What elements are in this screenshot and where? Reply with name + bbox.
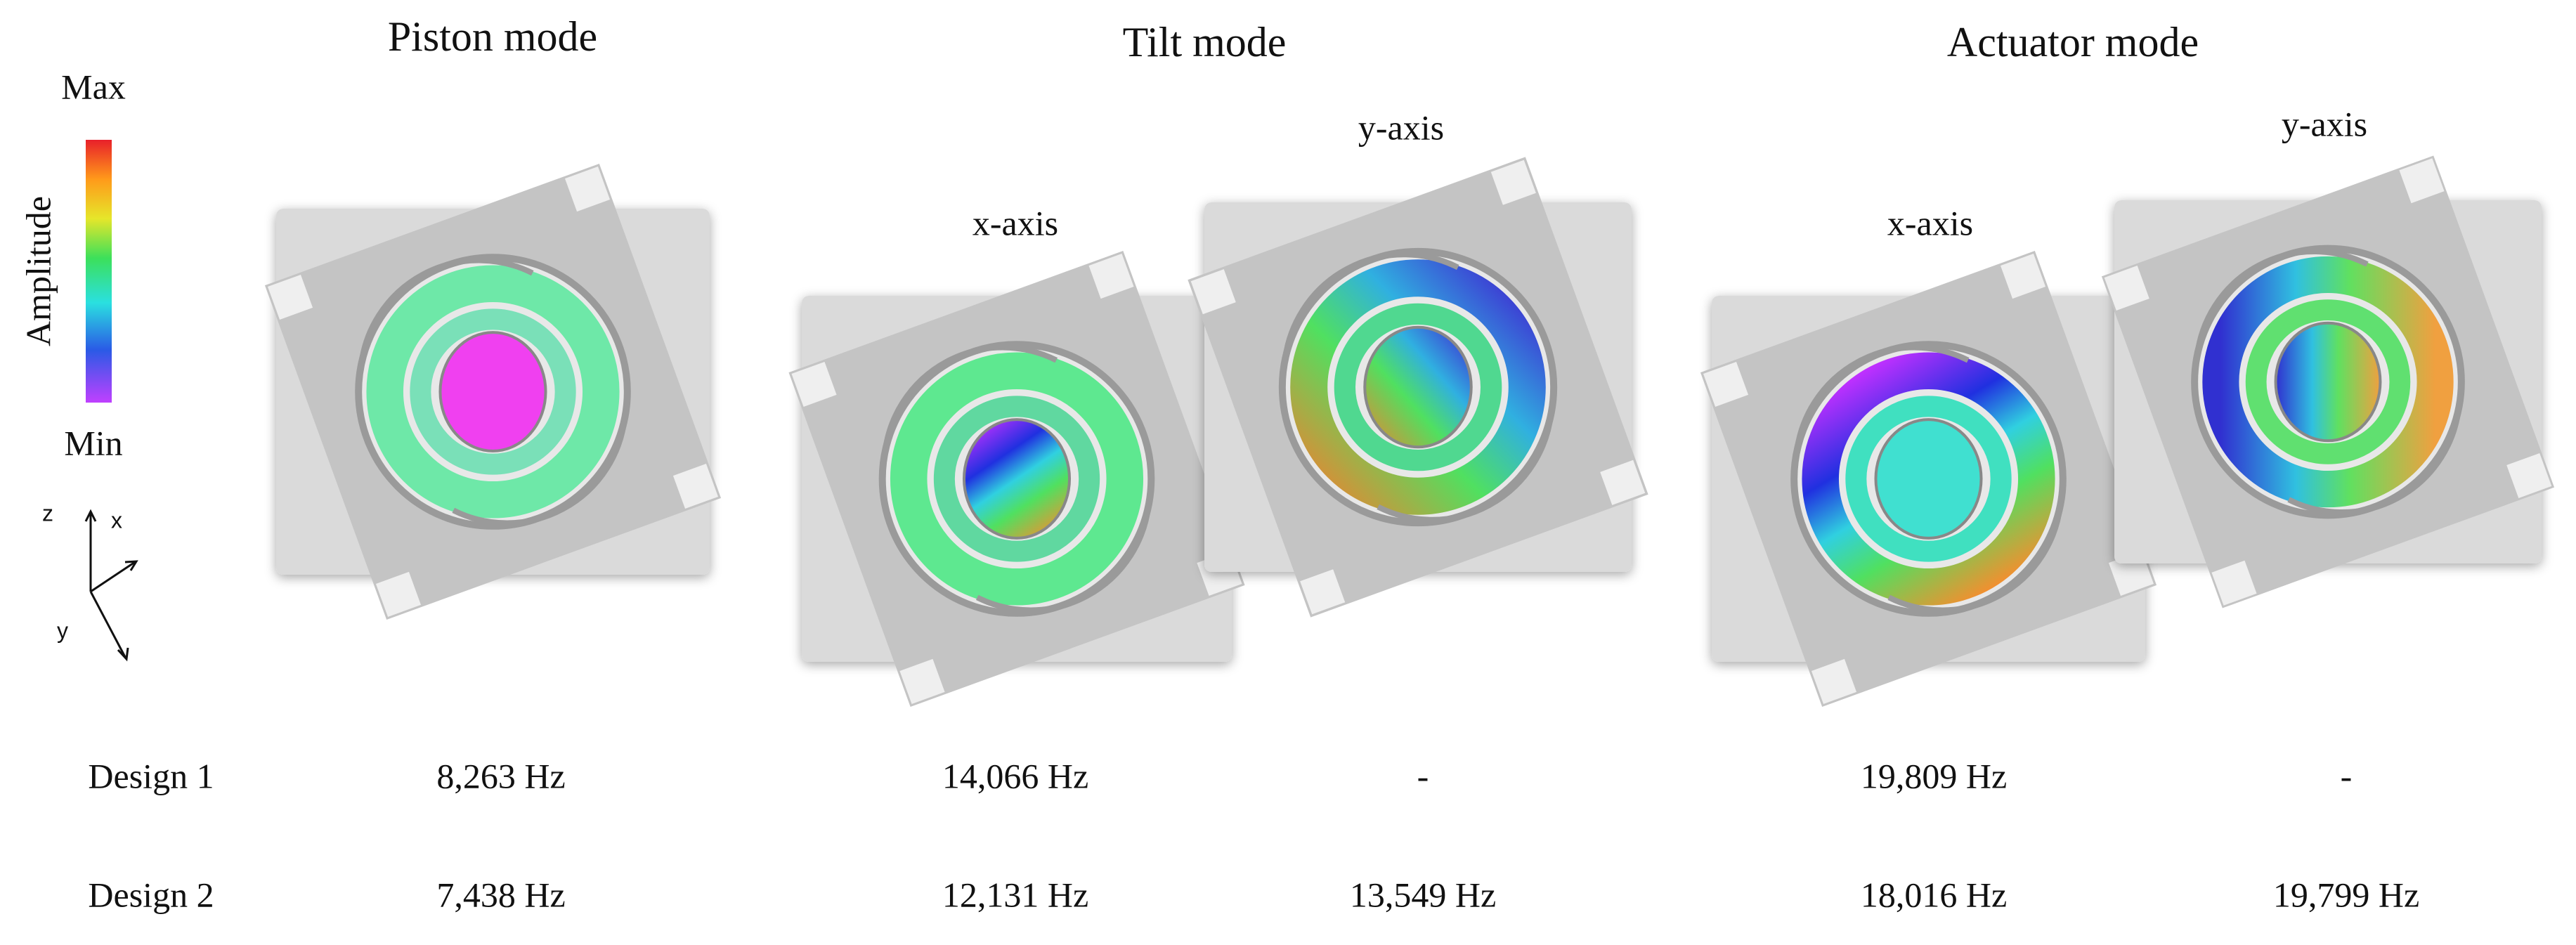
frequency-cell: - — [1417, 756, 1429, 795]
subtitle: x-axis — [1887, 203, 1973, 242]
pad — [267, 274, 313, 320]
axis-label: y — [57, 618, 68, 643]
color-bar — [86, 140, 112, 403]
pad — [375, 571, 422, 618]
gap — [2194, 249, 2369, 356]
device-image — [788, 250, 1245, 708]
frequency-cell: 13,549 Hz — [1350, 875, 1496, 914]
row-label: Design 1 — [88, 756, 214, 795]
spring-outer — [890, 352, 1144, 606]
gap — [2287, 408, 2462, 515]
frequency-cell: 8,263 Hz — [436, 756, 565, 795]
frequency-cell: 19,799 Hz — [2273, 875, 2419, 914]
spring-outer — [366, 265, 620, 519]
subtitle: y-axis — [1358, 107, 1444, 147]
mirror — [1363, 325, 1473, 449]
axis-label: x — [111, 507, 122, 533]
axis-label: z — [42, 500, 53, 526]
pad — [1811, 658, 1857, 705]
legend-min: Min — [64, 423, 122, 462]
gap — [882, 344, 1058, 453]
device-image — [1700, 250, 2157, 708]
pad — [2399, 158, 2445, 204]
gap — [452, 417, 628, 526]
gap — [358, 257, 534, 366]
pad — [1600, 460, 1646, 505]
spring-outer — [1290, 259, 1546, 515]
pad — [1190, 269, 1236, 315]
device-image — [2101, 155, 2555, 608]
pad — [2506, 452, 2552, 499]
pad — [1703, 361, 1749, 408]
frequency-cell: 18,016 Hz — [1861, 875, 2007, 914]
spring-inner — [2245, 299, 2411, 464]
gap — [1377, 413, 1554, 523]
spring-outer — [1802, 352, 2055, 606]
axes-icon — [84, 509, 138, 662]
pad — [899, 658, 945, 705]
mirror — [2274, 321, 2382, 443]
mirror — [962, 418, 1072, 540]
spring-outer — [2202, 256, 2454, 508]
device-image — [264, 163, 722, 620]
pad — [2104, 265, 2149, 311]
mirror — [438, 331, 547, 452]
legend-label: Amplitude — [18, 196, 58, 346]
mode-title: Tilt mode — [1123, 19, 1287, 65]
pad — [564, 166, 611, 212]
pad — [2211, 560, 2257, 606]
spring-inner — [933, 396, 1100, 562]
gap — [1887, 504, 2064, 613]
pad — [672, 463, 719, 509]
device-image — [1188, 157, 1648, 618]
mode-title: Actuator mode — [1947, 19, 2199, 65]
spring-inner — [1845, 396, 2012, 562]
pad — [1300, 569, 1346, 615]
mirror — [1874, 418, 1983, 540]
frequency-cell: 14,066 Hz — [942, 756, 1088, 795]
gap — [1793, 344, 1970, 453]
spring-inner — [1334, 303, 1502, 471]
frequency-cell: 7,438 Hz — [436, 875, 565, 914]
spring-inner — [410, 308, 576, 475]
pad — [791, 361, 837, 408]
frequency-cell: 19,809 Hz — [1861, 756, 2007, 795]
frequency-cell: - — [2341, 756, 2353, 795]
pad — [2000, 253, 2046, 299]
gap — [975, 504, 1152, 613]
frequency-cell: 12,131 Hz — [942, 875, 1088, 914]
legend-max: Max — [61, 67, 126, 106]
pad — [1490, 159, 1536, 205]
pad — [1088, 253, 1134, 299]
subtitle: y-axis — [2282, 104, 2367, 143]
mode-title: Piston mode — [388, 13, 597, 60]
gap — [1282, 252, 1459, 361]
subtitle: x-axis — [972, 203, 1058, 242]
row-label: Design 2 — [88, 875, 214, 914]
